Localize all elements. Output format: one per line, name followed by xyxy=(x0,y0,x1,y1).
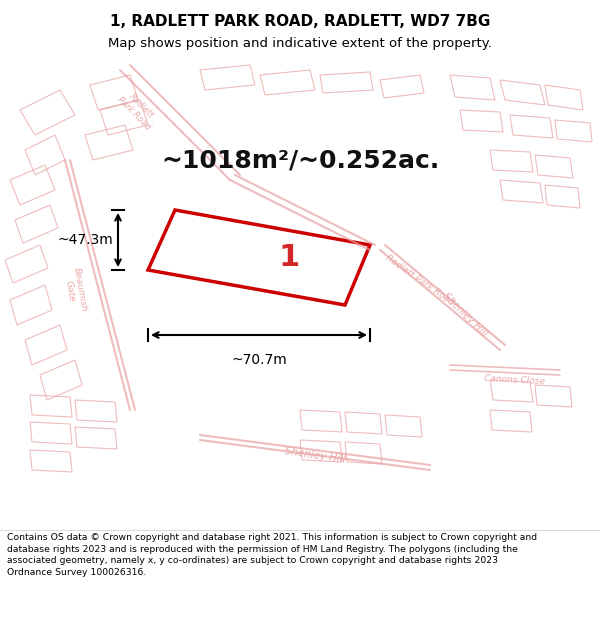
Text: ~1018m²/~0.252ac.: ~1018m²/~0.252ac. xyxy=(161,148,439,172)
Text: Shenley Hill: Shenley Hill xyxy=(441,291,489,339)
Text: Radlett Park Road: Radlett Park Road xyxy=(384,253,456,307)
Text: Canons Close: Canons Close xyxy=(484,374,545,386)
Text: ~70.7m: ~70.7m xyxy=(231,353,287,367)
Text: Contains OS data © Crown copyright and database right 2021. This information is : Contains OS data © Crown copyright and d… xyxy=(7,533,538,578)
Text: Beaumish
Gate: Beaumish Gate xyxy=(62,266,88,314)
Text: Shenley Hill: Shenley Hill xyxy=(284,446,346,464)
Text: ~47.3m: ~47.3m xyxy=(57,233,113,247)
Text: Map shows position and indicative extent of the property.: Map shows position and indicative extent… xyxy=(108,38,492,51)
Text: Radlett
Park Road: Radlett Park Road xyxy=(116,88,160,132)
Text: 1: 1 xyxy=(279,243,300,272)
Text: 1, RADLETT PARK ROAD, RADLETT, WD7 7BG: 1, RADLETT PARK ROAD, RADLETT, WD7 7BG xyxy=(110,14,490,29)
